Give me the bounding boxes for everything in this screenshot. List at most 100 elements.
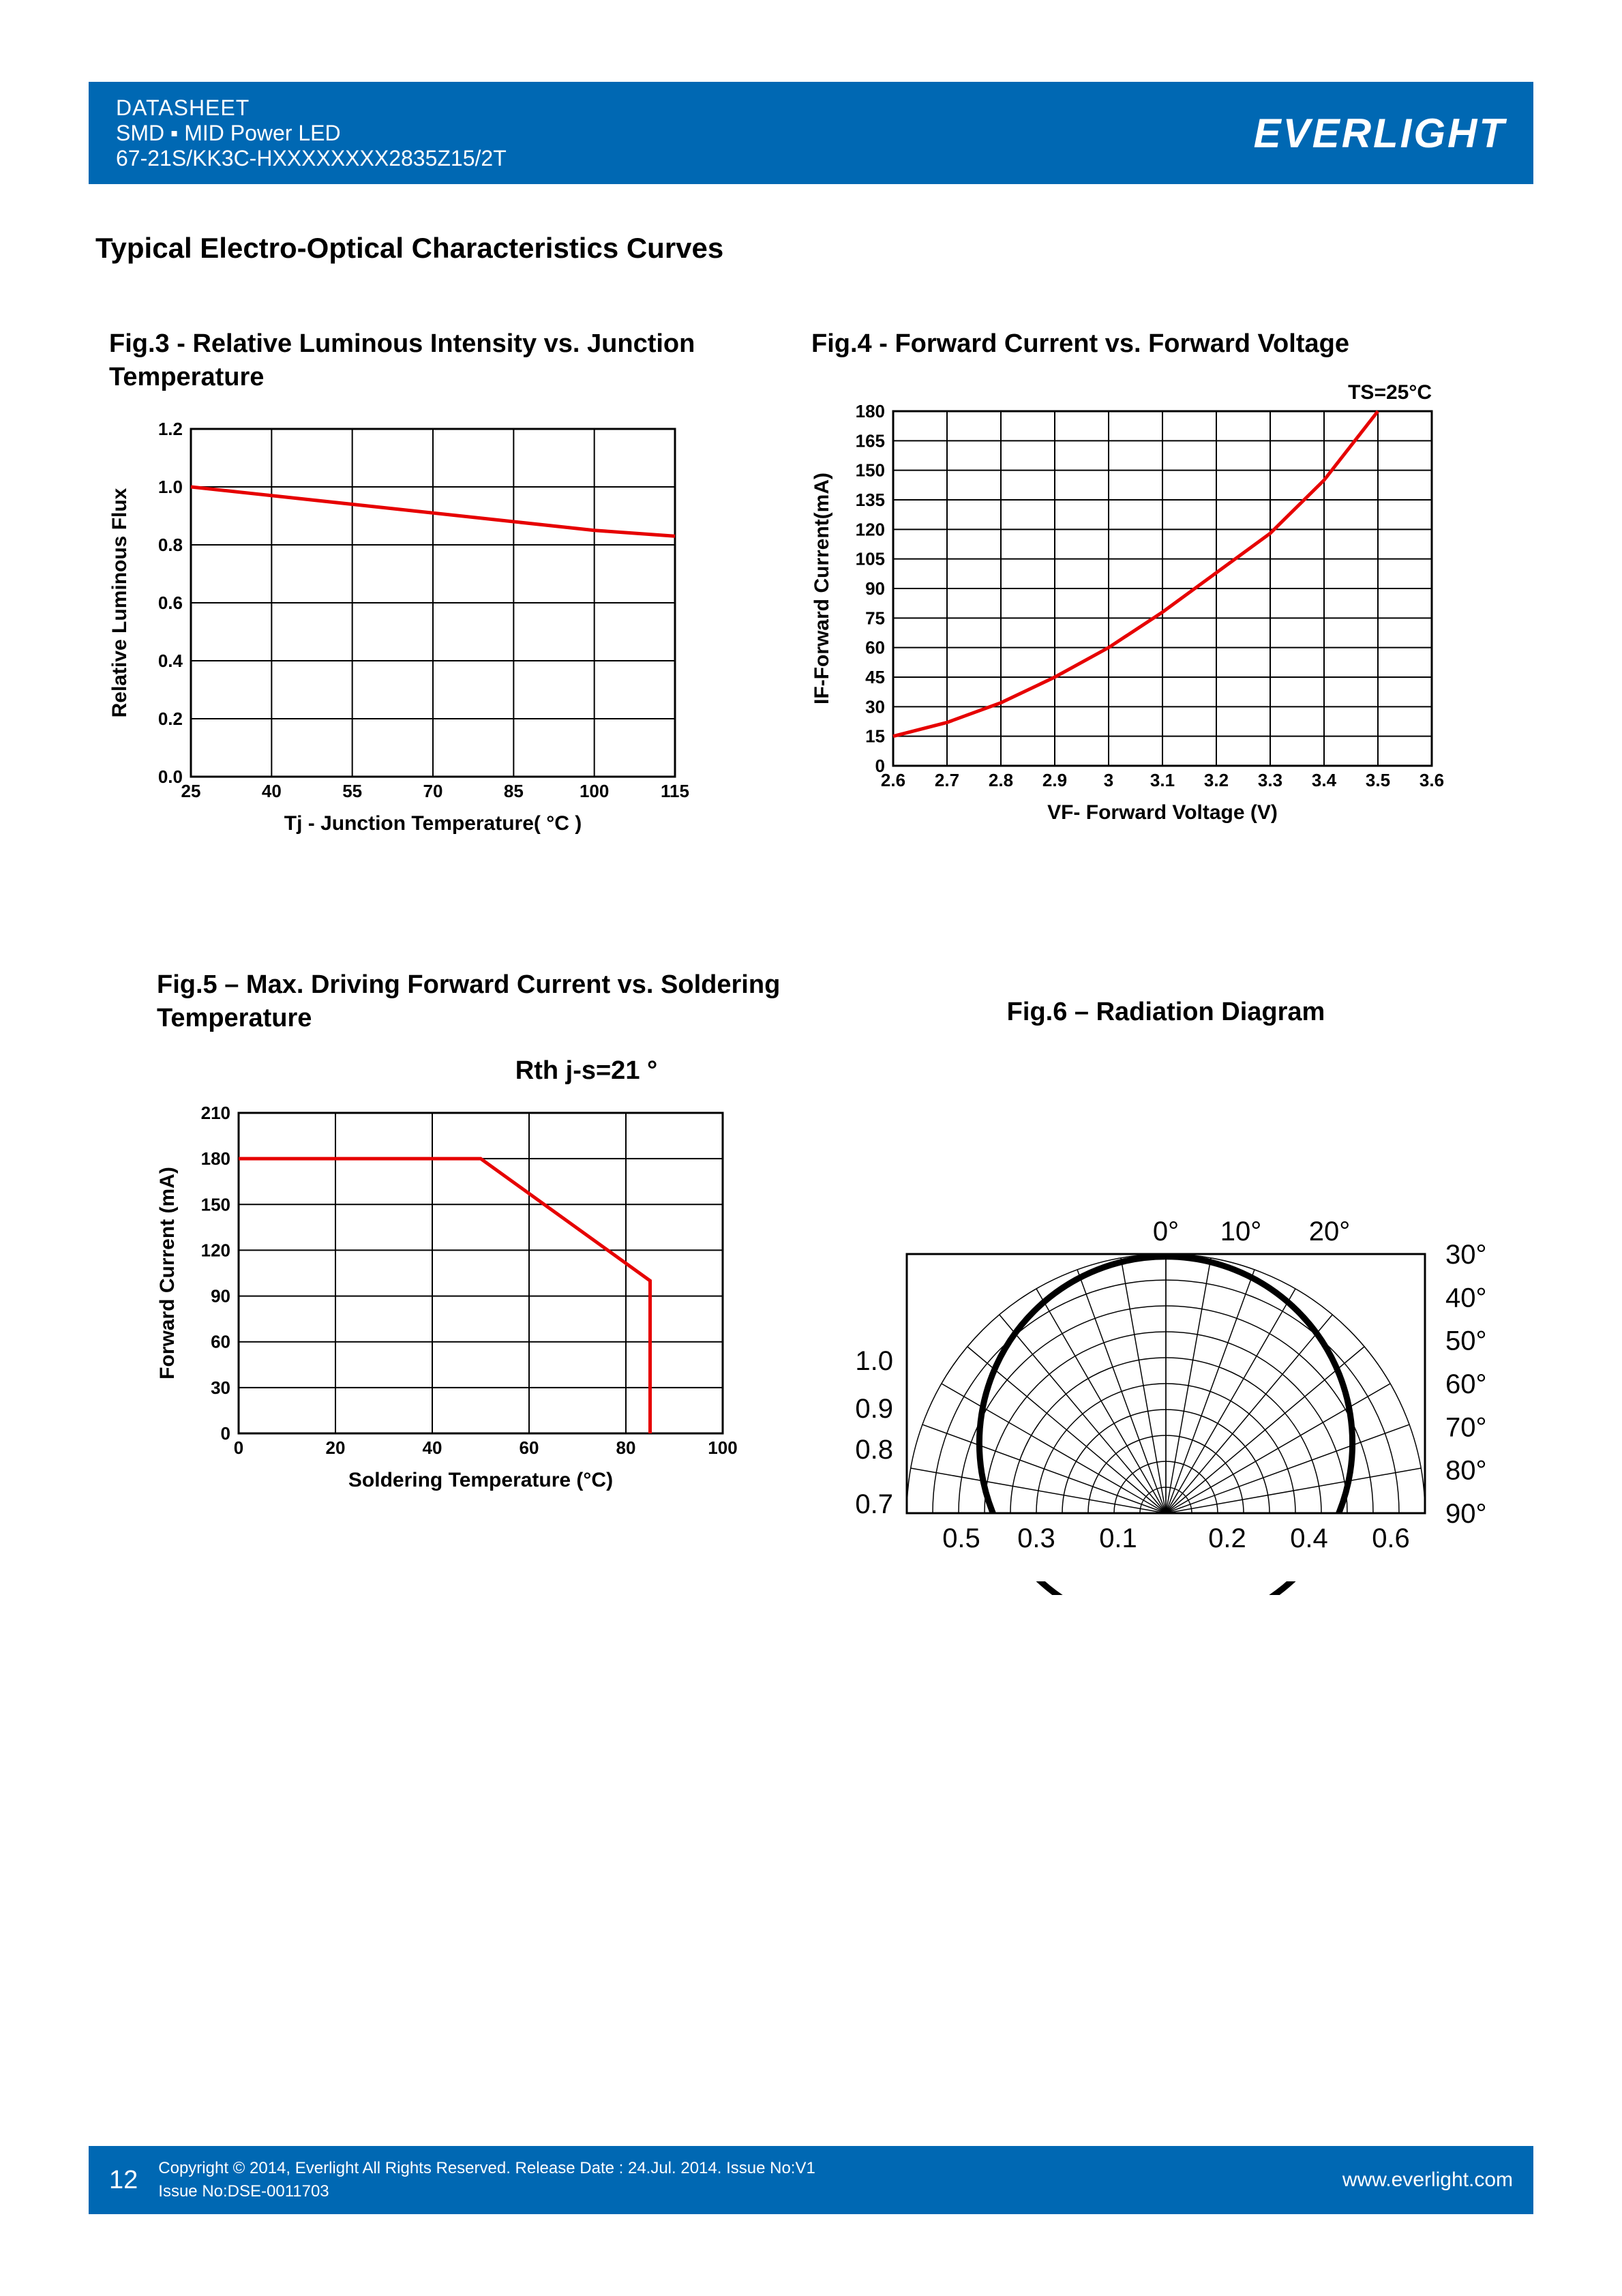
svg-text:3.6: 3.6 [1420,770,1444,790]
fig5-title: Fig.5 – Max. Driving Forward Current vs.… [157,968,811,1036]
svg-text:15: 15 [865,726,885,747]
svg-text:60: 60 [865,638,885,658]
svg-text:0.8: 0.8 [158,535,183,555]
svg-text:60°: 60° [1445,1369,1487,1399]
svg-text:80°: 80° [1445,1456,1487,1486]
svg-text:50°: 50° [1445,1326,1487,1356]
svg-text:90: 90 [211,1285,230,1306]
svg-text:30: 30 [211,1377,230,1398]
section-title: Typical Electro-Optical Characteristics … [95,232,723,265]
svg-text:10°: 10° [1220,1217,1262,1247]
svg-text:40: 40 [262,781,282,801]
svg-text:70°: 70° [1445,1413,1487,1443]
svg-text:0.3: 0.3 [1017,1523,1055,1553]
svg-text:45: 45 [865,667,885,687]
svg-text:0.0: 0.0 [158,766,183,787]
svg-text:20°: 20° [1309,1217,1351,1247]
svg-text:0: 0 [875,756,885,776]
svg-text:IF-Forward Current(mA): IF-Forward Current(mA) [811,473,833,704]
svg-text:Tj - Junction Temperature( °C: Tj - Junction Temperature( °C ) [284,812,582,835]
svg-text:2.7: 2.7 [935,770,959,790]
svg-text:70: 70 [423,781,443,801]
svg-text:1.2: 1.2 [158,419,183,439]
svg-text:75: 75 [865,608,885,629]
svg-text:0.6: 0.6 [1372,1523,1410,1553]
fig6-chart: 0° 10° 20° 30° 40° 50° 60° 70° 80° 90° 1.0 0.9 0.8 0.… [825,1049,1507,1595]
svg-text:Forward Current (mA): Forward Current (mA) [157,1167,179,1380]
svg-text:0.1: 0.1 [1099,1523,1137,1553]
svg-text:3.3: 3.3 [1258,770,1282,790]
svg-text:1.0: 1.0 [855,1346,893,1376]
svg-text:60: 60 [520,1437,539,1458]
fig5-block: Fig.5 – Max. Driving Forward Current vs.… [157,968,811,1495]
svg-text:VF- Forward Voltage (V): VF- Forward Voltage (V) [1047,801,1278,824]
svg-text:0: 0 [221,1423,230,1444]
svg-text:120: 120 [856,520,885,540]
svg-text:80: 80 [616,1437,636,1458]
fig3-block: Fig.3 - Relative Luminous Intensity vs. … [109,327,764,838]
svg-text:180: 180 [201,1148,230,1169]
svg-text:0.2: 0.2 [1208,1523,1246,1553]
svg-text:3.1: 3.1 [1150,770,1175,790]
svg-text:60: 60 [211,1331,230,1352]
svg-text:100: 100 [580,781,609,801]
svg-text:0°: 0° [1153,1217,1179,1247]
svg-text:165: 165 [856,431,885,451]
fig5-subtitle: Rth j-s=21 ° [157,1056,811,1086]
fig4-chart: 2.62.72.82.933.13.23.33.43.53.6015304560… [811,404,1466,827]
svg-text:120: 120 [201,1240,230,1260]
svg-text:90: 90 [865,578,885,599]
svg-text:3: 3 [1104,770,1113,790]
svg-text:105: 105 [856,549,885,569]
svg-text:25: 25 [181,781,201,801]
fig4-title: Fig.4 - Forward Current vs. Forward Volt… [811,327,1493,361]
svg-text:135: 135 [856,490,885,510]
svg-text:3.5: 3.5 [1366,770,1390,790]
svg-text:40: 40 [423,1437,442,1458]
svg-text:Soldering Temperature (°C): Soldering Temperature (°C) [348,1469,613,1491]
svg-text:0.2: 0.2 [158,709,183,729]
svg-text:40°: 40° [1445,1283,1487,1313]
svg-text:20: 20 [326,1437,346,1458]
doc-type: DATASHEET [116,95,507,121]
svg-text:3.2: 3.2 [1204,770,1229,790]
copyright-line: Copyright © 2014, Everlight All Rights R… [158,2157,1342,2180]
footer-copyright: Copyright © 2014, Everlight All Rights R… [158,2157,1342,2203]
product-family: SMD ▪ MID Power LED [116,121,507,146]
svg-text:0.4: 0.4 [1290,1523,1328,1553]
fig3-chart: 25 40 55 70 85 100 115 0.0 0.2 0.4 0.6 0.8 1.0 1.2 Tj … [109,415,695,838]
svg-text:210: 210 [201,1103,230,1123]
svg-text:2.9: 2.9 [1042,770,1067,790]
svg-text:1.0: 1.0 [158,477,183,497]
svg-text:0: 0 [234,1437,243,1458]
svg-text:0.7: 0.7 [855,1489,893,1519]
page-number: 12 [109,2166,138,2195]
fig5-chart: 0204060801000306090120150180210Soldering… [157,1099,743,1495]
svg-text:90°: 90° [1445,1499,1487,1529]
svg-text:30: 30 [865,697,885,717]
svg-text:0.9: 0.9 [855,1394,893,1424]
svg-text:0.4: 0.4 [158,651,183,671]
svg-text:Relative Luminous Flux: Relative Luminous Flux [109,488,131,717]
footer-bar: 12 Copyright © 2014, Everlight All Right… [89,2146,1533,2214]
fig6-block: Fig.6 – Radiation Diagram 0° 10° 20° 30° 40°… [825,996,1507,1595]
brand-logo: EVERLIGHT [1254,110,1506,157]
fig3-title: Fig.3 - Relative Luminous Intensity vs. … [109,327,764,395]
svg-text:100: 100 [708,1437,737,1458]
header-text: DATASHEET SMD ▪ MID Power LED 67-21S/KK3… [116,95,507,171]
svg-text:55: 55 [342,781,362,801]
svg-text:150: 150 [856,460,885,481]
svg-text:0.6: 0.6 [158,593,183,613]
fig4-block: Fig.4 - Forward Current vs. Forward Volt… [811,327,1493,827]
svg-text:0.8: 0.8 [855,1435,893,1465]
fig6-title: Fig.6 – Radiation Diagram [825,996,1507,1029]
svg-text:3.4: 3.4 [1312,770,1337,790]
fig4-annotation: TS=25°C [811,381,1432,404]
svg-text:180: 180 [856,404,885,421]
svg-text:85: 85 [504,781,524,801]
part-number: 67-21S/KK3C-HXXXXXXXX2835Z15/2T [116,146,507,171]
svg-text:30°: 30° [1445,1240,1487,1270]
svg-text:115: 115 [661,781,689,801]
footer-url: www.everlight.com [1342,2168,1513,2192]
svg-text:0.5: 0.5 [942,1523,980,1553]
